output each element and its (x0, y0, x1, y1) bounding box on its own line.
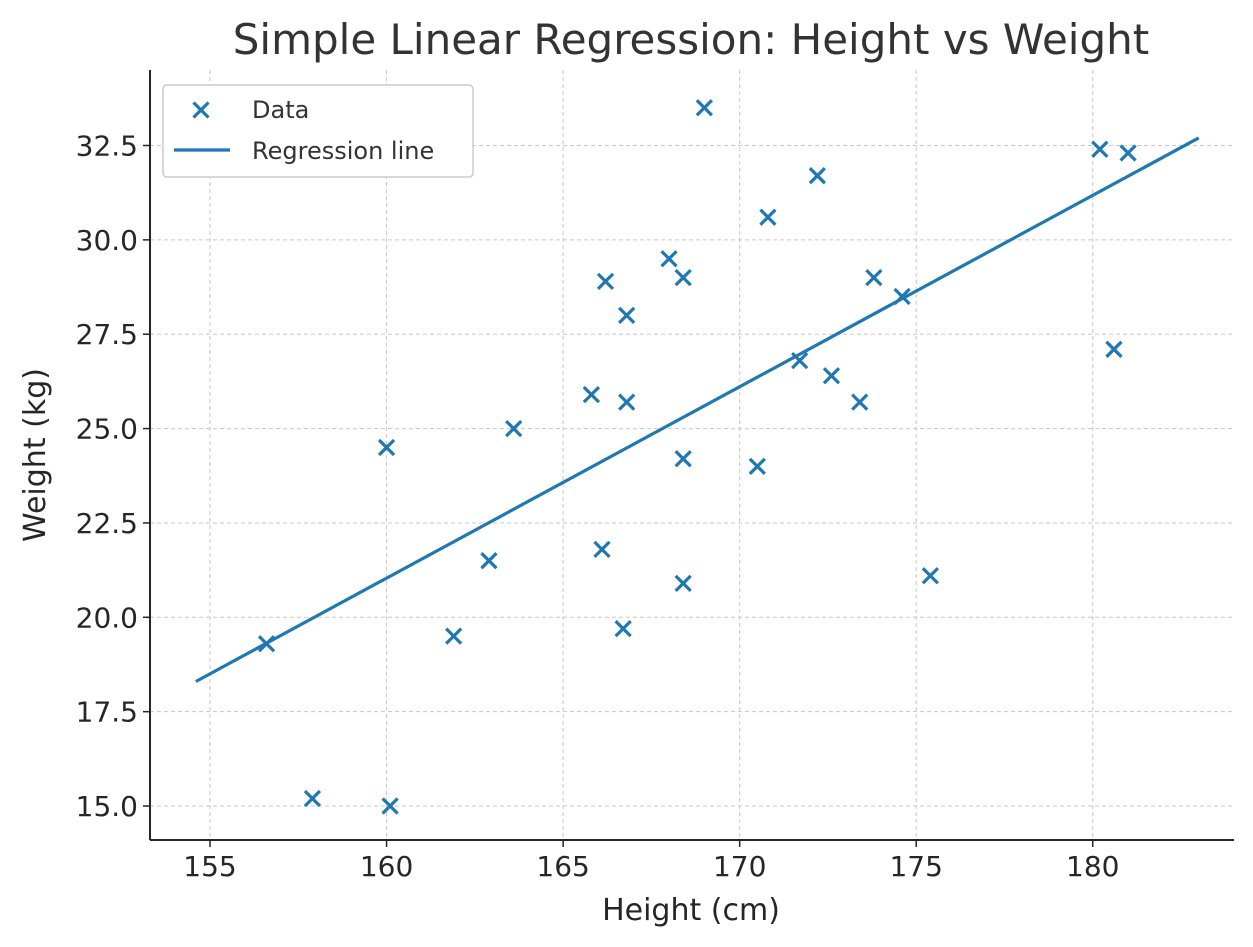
data-point (614, 619, 632, 638)
data-point-stroke (618, 393, 636, 411)
data-point-stroke (893, 287, 911, 306)
axes: 155 160 165 170 175 180 15.0 17.5 20.0 22.5 25.0 27… (76, 70, 1234, 883)
legend-box (162, 84, 474, 178)
x-tick-label: 170 (713, 850, 766, 883)
legend-marker-data (192, 101, 210, 119)
legend-label-data: Data (252, 96, 309, 124)
data-point (1091, 140, 1109, 158)
data-point-stroke (192, 101, 210, 119)
data-point-stroke (674, 450, 692, 468)
data-point-stroke (791, 352, 809, 370)
data-point (893, 287, 911, 306)
plot-area (195, 99, 1200, 815)
data-point (505, 419, 523, 438)
y-tick-label: 15.0 (76, 790, 138, 823)
data-point-stroke (303, 789, 322, 808)
data-point-stroke (381, 797, 399, 815)
data-point (445, 627, 463, 645)
data-point-stroke (596, 272, 615, 291)
data-point-stroke (614, 619, 632, 638)
regression-line (195, 136, 1200, 683)
data-point-stroke (257, 635, 276, 653)
grid (150, 70, 1234, 840)
data-point-stroke (674, 574, 692, 592)
data-point-stroke (759, 208, 777, 226)
data-point (674, 450, 692, 468)
data-point-stroke (505, 419, 523, 438)
data-point-stroke (582, 385, 600, 404)
data-point-stroke (695, 99, 713, 117)
chart-title: Simple Linear Regression: Height vs Weig… (233, 15, 1149, 64)
data-point-stroke (1091, 140, 1109, 158)
data-point-stroke (480, 552, 498, 570)
data-point (593, 540, 611, 558)
y-tick-label: 22.5 (76, 507, 138, 540)
y-tick-label: 30.0 (76, 224, 138, 257)
data-point (921, 567, 939, 585)
data-point (791, 352, 809, 370)
y-tick-label: 20.0 (76, 601, 138, 634)
data-point (808, 167, 826, 185)
data-point-stroke (865, 268, 883, 287)
data-point (865, 268, 883, 287)
data-point (618, 306, 636, 324)
data-point (257, 635, 276, 653)
x-tick-label: 180 (1066, 850, 1119, 883)
data-point-stroke (618, 306, 636, 324)
data-point (851, 393, 869, 411)
data-point-stroke (445, 627, 463, 645)
data-point-stroke (377, 438, 396, 457)
y-tick-label: 32.5 (76, 129, 138, 162)
data-point (660, 250, 678, 268)
data-point-stroke (1105, 340, 1123, 358)
data-point-stroke (921, 567, 939, 585)
data-point (822, 367, 841, 385)
data-point (674, 574, 692, 592)
y-tick-label: 17.5 (76, 696, 138, 729)
legend-label-regression: Regression line (252, 137, 434, 165)
data-point (674, 268, 692, 287)
data-point (596, 272, 615, 291)
data-point (480, 552, 498, 570)
data-point (381, 797, 399, 815)
data-point (377, 438, 396, 457)
y-tick-label: 25.0 (76, 413, 138, 446)
x-tick-label: 175 (889, 850, 942, 883)
data-point-stroke (593, 540, 611, 558)
data-point-stroke (808, 167, 826, 185)
data-point (582, 385, 600, 404)
y-axis-title: Weight (kg) (18, 368, 53, 542)
data-point (1105, 340, 1123, 358)
x-tick-label: 155 (183, 850, 236, 883)
data-point (759, 208, 777, 226)
data-point-stroke (851, 393, 869, 411)
data-point-stroke (660, 250, 678, 268)
data-point (748, 457, 766, 475)
x-axis-title: Height (cm) (602, 893, 780, 928)
data-point-stroke (822, 367, 841, 385)
legend: Data Regression line (162, 84, 474, 178)
x-tick-label: 165 (536, 850, 589, 883)
data-point-stroke (1119, 144, 1137, 162)
data-point (1119, 144, 1137, 162)
data-point-stroke (748, 457, 766, 475)
data-point (695, 99, 713, 117)
data-point-stroke (674, 268, 692, 287)
data-point (618, 393, 636, 411)
x-tick-label: 160 (360, 850, 413, 883)
y-tick-label: 27.5 (76, 318, 138, 351)
data-point (303, 789, 322, 808)
